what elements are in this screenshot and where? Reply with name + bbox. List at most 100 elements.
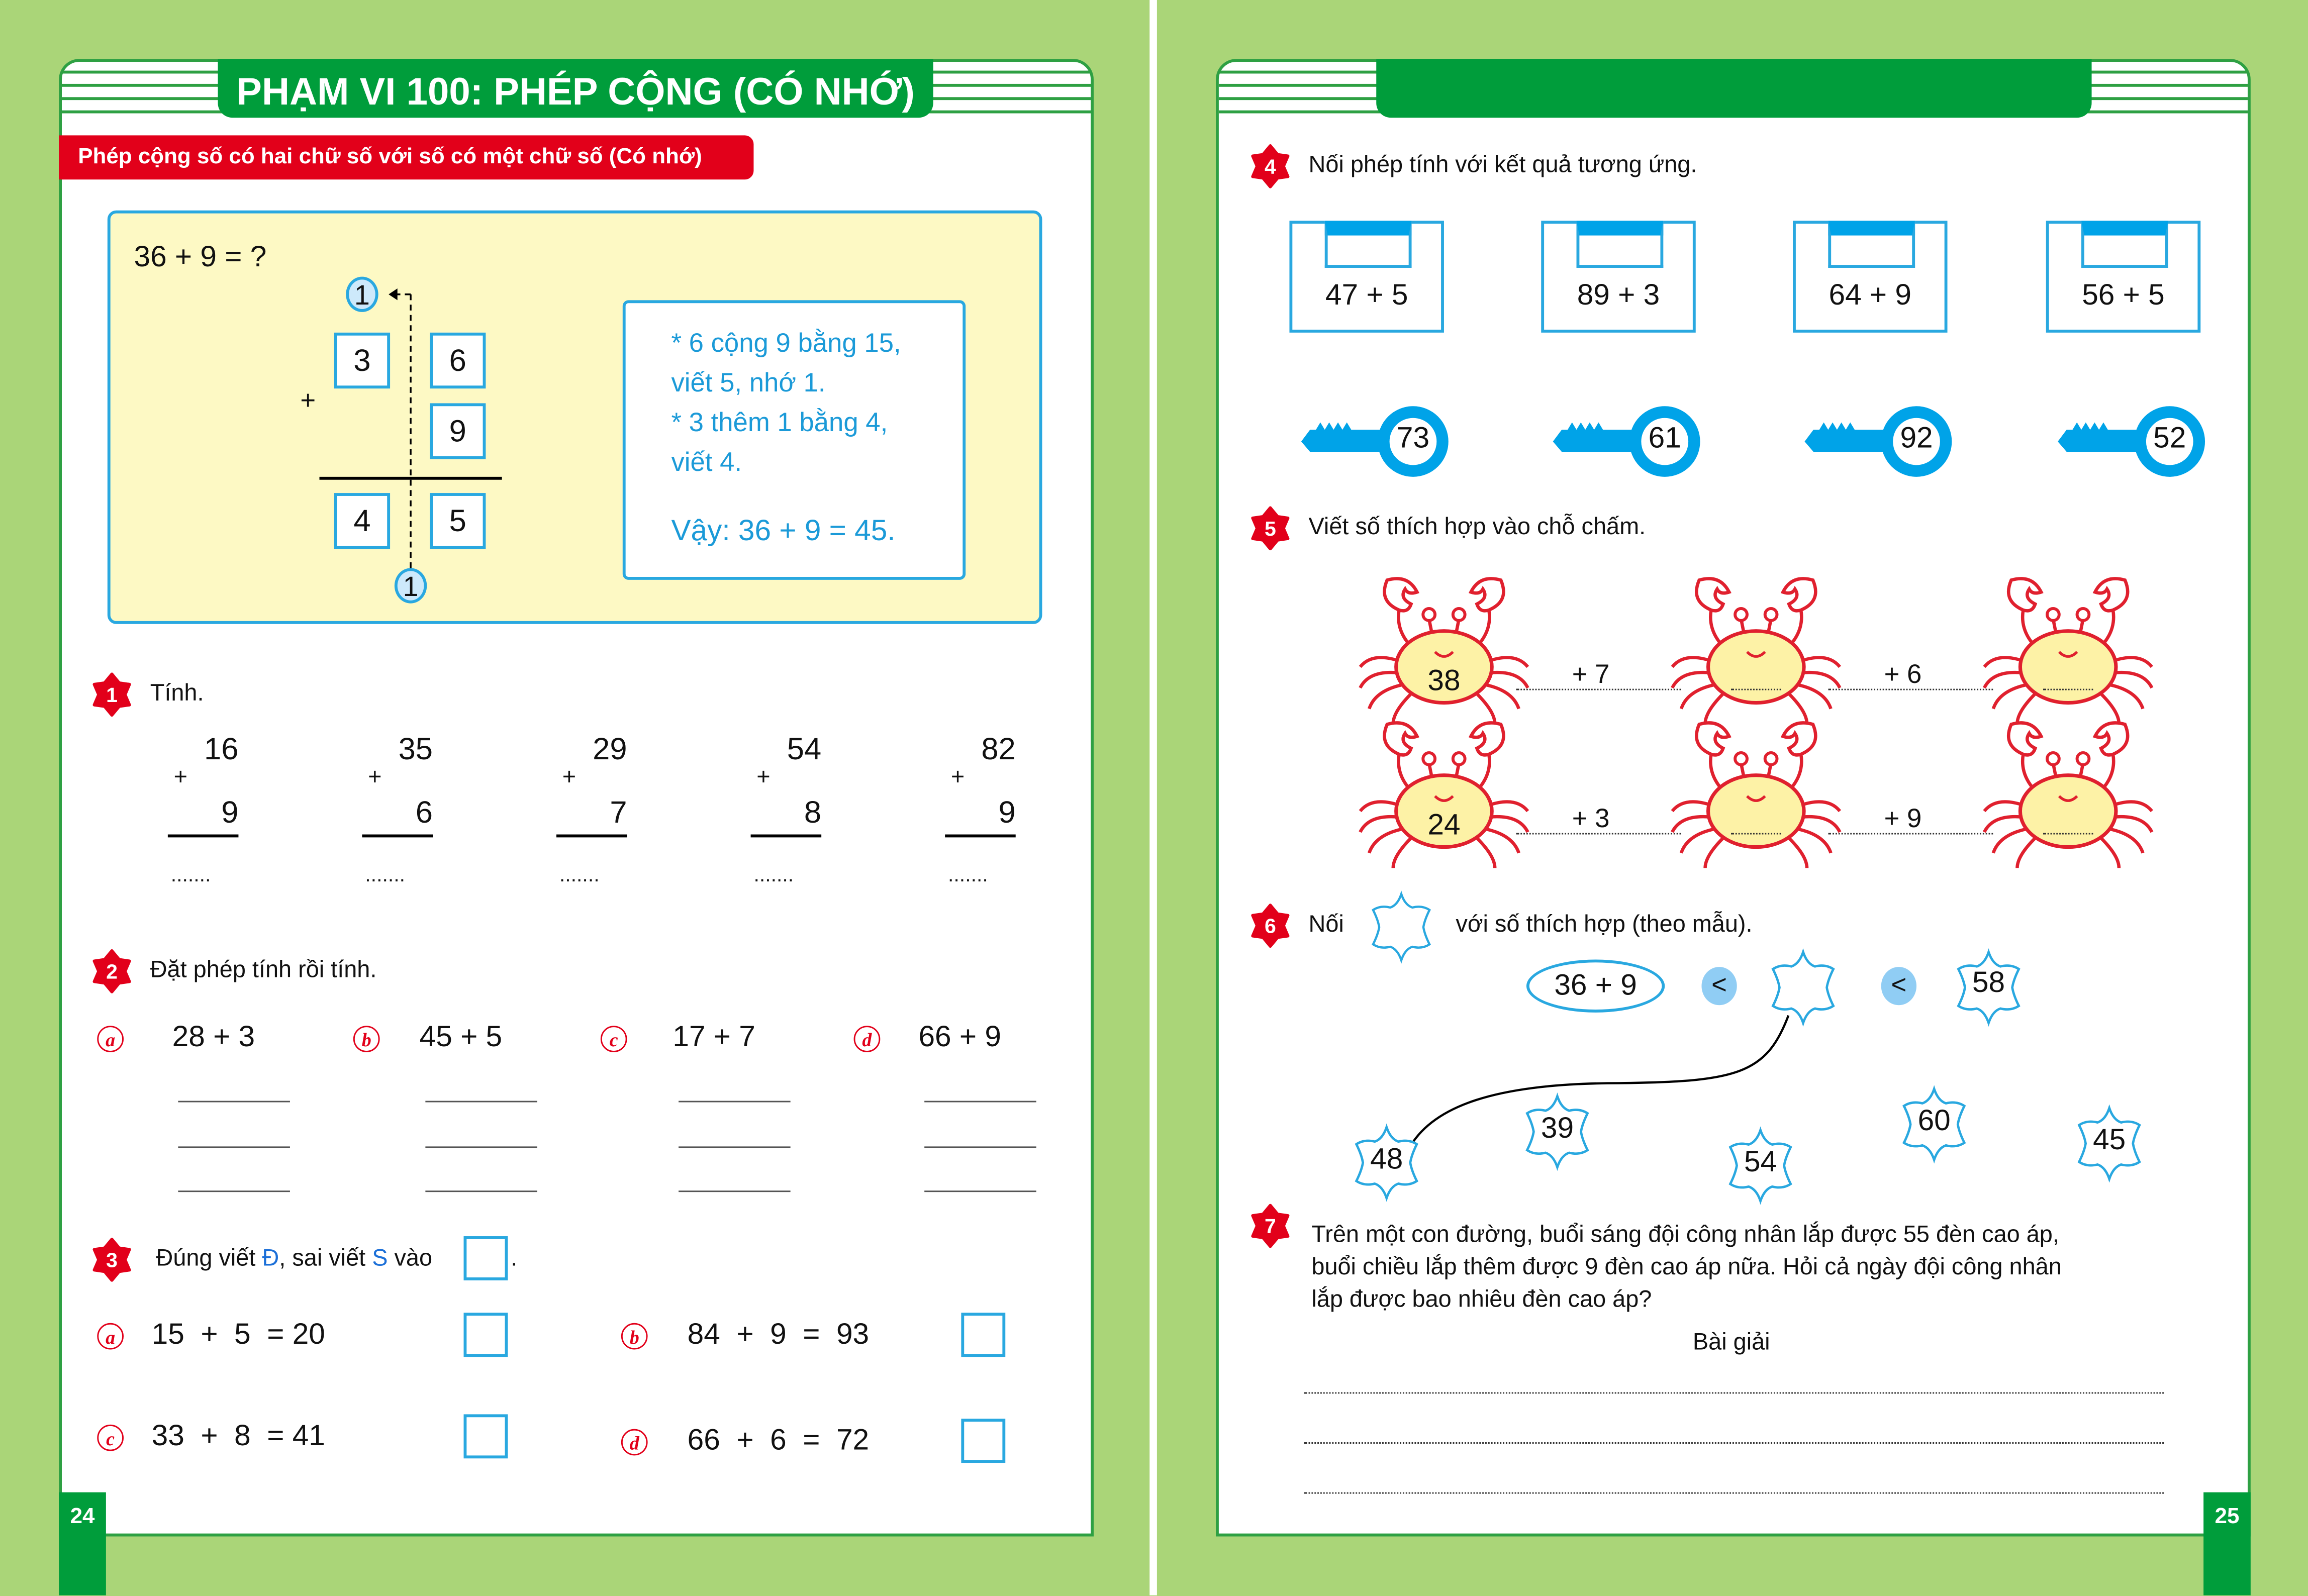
answer-line[interactable] — [178, 1190, 290, 1192]
page-title: PHẠM VI 100: PHÉP CỘNG (CÓ NHỚ) — [218, 59, 933, 118]
statement: 66 + 6 = 72 — [687, 1424, 870, 1457]
explanation-box — [622, 300, 966, 580]
operation-label: + 3 — [1572, 804, 1610, 833]
digit-box: 9 — [430, 403, 486, 459]
answer-blank[interactable]: ....... — [170, 862, 211, 886]
item-letter: c — [600, 1026, 627, 1052]
answer-box-sample — [463, 1236, 508, 1280]
lock-expression: 56 + 5 — [2082, 279, 2165, 312]
crab — [1978, 571, 2158, 736]
item-letter: b — [621, 1323, 648, 1350]
key-number: 73 — [1396, 422, 1430, 455]
lock-box[interactable]: 47 + 5 — [1289, 221, 1444, 333]
plus-sign: + — [300, 385, 316, 415]
true-false-box[interactable] — [463, 1313, 508, 1357]
star-58: 58 — [1952, 948, 2025, 1027]
expression: 17 + 7 — [672, 1021, 755, 1054]
lock-slot — [1324, 221, 1412, 268]
plus-sign: + — [950, 765, 965, 790]
digit-box: 5 — [430, 493, 486, 549]
sum-line — [556, 834, 627, 837]
blank[interactable] — [2043, 688, 2093, 690]
key[interactable]: 73 — [1295, 401, 1451, 483]
item-letter: c — [97, 1424, 124, 1451]
exercise-6-instruction-rest: với số thích hợp (theo mẫu). — [1456, 912, 1753, 938]
answer-line[interactable] — [924, 1146, 1036, 1148]
answer-line[interactable] — [1304, 1392, 2164, 1394]
lock-slot — [1828, 221, 1915, 268]
lock-box[interactable]: 64 + 9 — [1793, 221, 1948, 333]
key-number: 92 — [1900, 422, 1933, 455]
true-false-box[interactable] — [961, 1419, 1006, 1463]
exercise-badge: 1 — [90, 672, 134, 717]
expression: 28 + 3 — [172, 1021, 255, 1054]
true-false-box[interactable] — [961, 1313, 1006, 1357]
connection-line — [1404, 1015, 1790, 1156]
vertical-addition: 16 + 9 ....... — [167, 733, 239, 894]
digit-box: 4 — [334, 493, 391, 549]
star-number: 60 — [1917, 1105, 1951, 1138]
lock-box[interactable]: 56 + 5 — [2046, 221, 2201, 333]
carry-arrow-icon — [389, 288, 412, 568]
answer-blank[interactable]: ....... — [559, 862, 600, 886]
lock-expression: 47 + 5 — [1325, 279, 1408, 312]
answer-blank[interactable]: ....... — [948, 862, 988, 886]
answer-line[interactable] — [1304, 1442, 2164, 1444]
answer-line[interactable] — [679, 1101, 791, 1103]
blank[interactable] — [2043, 833, 2093, 835]
answer-line[interactable] — [425, 1190, 537, 1192]
key[interactable]: 52 — [2052, 401, 2207, 483]
item-letter: d — [621, 1429, 648, 1456]
item-letter: d — [853, 1026, 881, 1052]
key[interactable]: 61 — [1547, 401, 1703, 483]
word-problem: Trên một con đường, buổi sáng đội công n… — [1311, 1223, 2062, 1313]
digit-box: 3 — [334, 332, 391, 389]
vertical-addition: 35 + 6 ....... — [362, 733, 433, 894]
header-tab — [1376, 59, 2092, 118]
page-number: 25 — [2203, 1492, 2251, 1595]
answer-line[interactable] — [924, 1190, 1036, 1192]
explanation-result: Vậy: 36 + 9 = 45. — [671, 515, 896, 548]
blank[interactable] — [1731, 833, 1781, 835]
start-number: 38 — [1427, 665, 1461, 698]
true-false-box[interactable] — [463, 1414, 508, 1459]
answer-line[interactable] — [1304, 1492, 2164, 1494]
answer-line[interactable] — [178, 1146, 290, 1148]
blank[interactable] — [1731, 688, 1781, 690]
number-star[interactable]: 54 — [1723, 1126, 1797, 1205]
answer-line[interactable] — [178, 1101, 290, 1103]
answer-line[interactable] — [679, 1190, 791, 1192]
sum-line — [167, 834, 239, 837]
connector-dots — [1828, 688, 1993, 690]
exercise-6-instruction: Nối — [1308, 912, 1344, 938]
sum-line — [945, 834, 1016, 837]
less-than-sign: < — [1881, 967, 1917, 1006]
answer-blank[interactable]: ....... — [365, 862, 406, 886]
answer-line[interactable] — [679, 1146, 791, 1148]
answer-blank[interactable]: ....... — [753, 862, 794, 886]
solution-label: Bài giải — [1692, 1330, 1770, 1356]
crab: 24 — [1354, 715, 1533, 880]
top-number: 35 — [398, 733, 433, 767]
item-letter: b — [353, 1026, 380, 1052]
answer-line[interactable] — [425, 1101, 537, 1103]
exercise-badge: 6 — [1248, 904, 1292, 948]
key[interactable]: 92 — [1799, 401, 1955, 483]
number-star[interactable]: 48 — [1350, 1123, 1423, 1203]
number-star[interactable]: 60 — [1897, 1084, 1971, 1164]
start-number: 24 — [1427, 809, 1461, 842]
vertical-addition: 29 + 7 ....... — [556, 733, 627, 894]
connector-dots — [1828, 833, 1993, 835]
operation-label: + 7 — [1572, 659, 1610, 689]
answer-line[interactable] — [425, 1146, 537, 1148]
connector-dots — [1516, 688, 1681, 690]
number-star[interactable]: 45 — [2072, 1104, 2146, 1183]
exercise-5-instruction: Viết số thích hợp vào chỗ chấm. — [1308, 515, 1646, 540]
top-number: 16 — [204, 733, 239, 767]
number-star[interactable]: 39 — [1520, 1092, 1594, 1171]
sum-line — [750, 834, 822, 837]
sum-line — [362, 834, 433, 837]
digit-box: 6 — [430, 332, 486, 389]
answer-line[interactable] — [924, 1101, 1036, 1103]
lock-box[interactable]: 89 + 3 — [1541, 221, 1696, 333]
